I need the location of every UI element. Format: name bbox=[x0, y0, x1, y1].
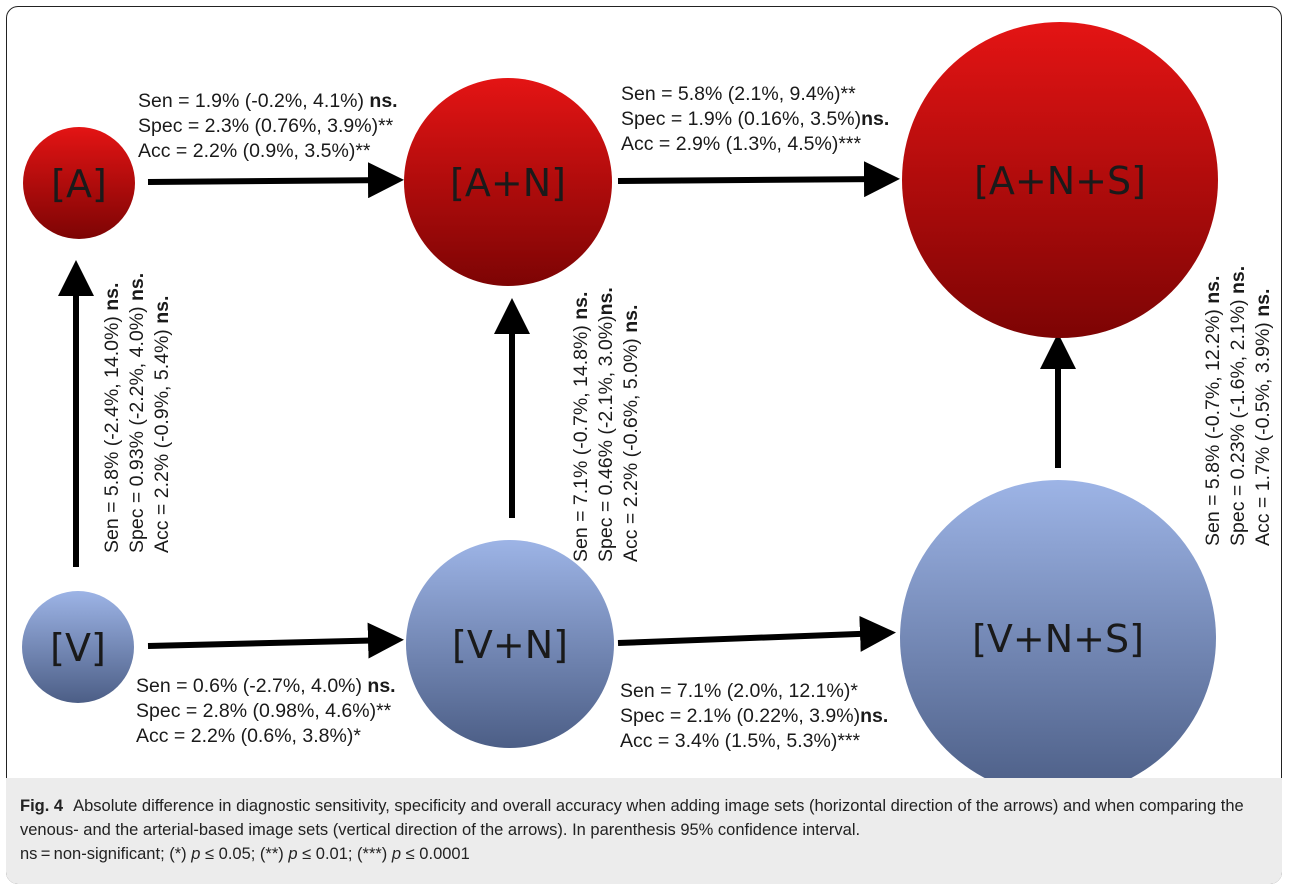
caption-p: p bbox=[391, 845, 402, 863]
stat-line: Acc = 3.4% (1.5%, 5.3%)*** bbox=[620, 730, 860, 752]
caption-t1: ≤ 0.05; (**) bbox=[200, 845, 289, 863]
stat-line: Sen = 7.1% (-0.7%, 14.8%) ns. bbox=[570, 292, 592, 562]
stat-line: Sen = 5.8% (-2.4%, 14.0%) ns. bbox=[101, 283, 123, 553]
figure-caption: Fig. 4 Absolute difference in diagnostic … bbox=[6, 778, 1282, 884]
node-v: [V] bbox=[22, 591, 134, 703]
stat-line: Spec = 2.1% (0.22%, 3.9%)ns. bbox=[620, 705, 888, 727]
node-v-n-s-label: [V+N+S] bbox=[972, 617, 1144, 661]
stat-line: Acc = 2.2% (0.9%, 3.5%)** bbox=[138, 140, 371, 162]
stats-an-to-ans: Sen = 5.8% (2.1%, 9.4%)** Spec = 1.9% (0… bbox=[621, 83, 889, 155]
arrow-v-to-vn bbox=[147, 622, 404, 659]
arrow-a-to-an bbox=[147, 162, 404, 199]
node-v-n-s-circle bbox=[900, 480, 1216, 780]
stats-vn-to-vns: Sen = 7.1% (2.0%, 12.1%)* Spec = 2.1% (0… bbox=[620, 680, 888, 752]
node-v-n: [V+N] bbox=[406, 540, 614, 748]
stat-line: Acc = 2.2% (-0.6%, 5.0%) ns. bbox=[620, 305, 642, 562]
stat-line: Acc = 1.7% (-0.5%, 3.9%) ns. bbox=[1252, 289, 1274, 546]
node-v-n-label: [V+N] bbox=[452, 623, 568, 667]
stat-line: Sen = 7.1% (2.0%, 12.1%)* bbox=[620, 680, 858, 702]
stat-line: Spec = 0.93% (-2.2%, 4.0%) ns. bbox=[126, 273, 148, 553]
stat-line: Spec = 2.8% (0.98%, 4.6%)** bbox=[136, 700, 392, 722]
caption-label: Fig. 4 bbox=[20, 797, 64, 815]
node-a-n-s-label: [A+N+S] bbox=[974, 159, 1146, 203]
node-a: [A] bbox=[23, 127, 135, 239]
node-a-n-s: [A+N+S] bbox=[902, 22, 1218, 338]
node-a-n-label: [A+N] bbox=[450, 161, 566, 205]
stat-line: Acc = 2.2% (0.6%, 3.8%)* bbox=[136, 725, 361, 747]
arrow-vn-to-vns bbox=[617, 615, 896, 652]
node-v-label: [V] bbox=[50, 626, 106, 670]
caption-p: p bbox=[288, 845, 298, 863]
caption-t3: ≤ 0.0001 bbox=[401, 845, 470, 863]
stat-line: Acc = 2.9% (1.3%, 4.5%)*** bbox=[621, 133, 861, 155]
stat-line: Spec = 1.9% (0.16%, 3.5%)ns. bbox=[621, 108, 889, 130]
stat-line: Acc = 2.2% (-0.9%, 5.4%) ns. bbox=[151, 296, 173, 553]
diagram: [A] [A+N] [A+N+S] [V] [V+N] [V+N+S] Sen … bbox=[22, 22, 1274, 780]
node-a-n: [A+N] bbox=[404, 78, 612, 286]
caption-t2: ≤ 0.01; (***) bbox=[297, 845, 392, 863]
node-v-n-circle bbox=[406, 540, 614, 748]
stat-line: Sen = 1.9% (-0.2%, 4.1%) ns. bbox=[138, 90, 398, 112]
stats-v-to-a: Sen = 5.8% (-2.4%, 14.0%) ns. Spec = 0.9… bbox=[101, 273, 173, 553]
stats-v-to-vn: Sen = 0.6% (-2.7%, 4.0%) ns. Spec = 2.8%… bbox=[136, 675, 396, 747]
arrow-an-to-ans bbox=[617, 161, 900, 198]
stats-vn-to-an: Sen = 7.1% (-0.7%, 14.8%) ns. Spec = 0.4… bbox=[570, 287, 642, 562]
node-a-n-s-circle bbox=[902, 22, 1218, 338]
caption-text: Absolute difference in diagnostic sensit… bbox=[20, 797, 1244, 839]
node-a-circle bbox=[23, 127, 135, 239]
caption-ns: ns = non-significant; (*) bbox=[20, 845, 192, 863]
node-v-circle bbox=[22, 591, 134, 703]
stat-line: Sen = 5.8% (2.1%, 9.4%)** bbox=[621, 83, 856, 105]
stat-line: Sen = 0.6% (-2.7%, 4.0%) ns. bbox=[136, 675, 396, 697]
stat-line: Sen = 5.8% (-0.7%, 12.2%) ns. bbox=[1202, 276, 1224, 546]
stat-line: Spec = 0.46% (-2.1%, 3.0%)ns. bbox=[595, 287, 617, 562]
stats-vns-to-ans: Sen = 5.8% (-0.7%, 12.2%) ns. Spec = 0.2… bbox=[1202, 266, 1274, 546]
caption-p: p bbox=[191, 845, 201, 863]
node-a-label: [A] bbox=[51, 162, 107, 206]
stats-a-to-an: Sen = 1.9% (-0.2%, 4.1%) ns. Spec = 2.3%… bbox=[138, 90, 398, 162]
node-v-n-s: [V+N+S] bbox=[900, 480, 1216, 780]
node-a-n-circle bbox=[404, 78, 612, 286]
stat-line: Spec = 0.23% (-1.6%, 2.1%) ns. bbox=[1227, 266, 1249, 546]
stat-line: Spec = 2.3% (0.76%, 3.9%)** bbox=[138, 115, 394, 137]
